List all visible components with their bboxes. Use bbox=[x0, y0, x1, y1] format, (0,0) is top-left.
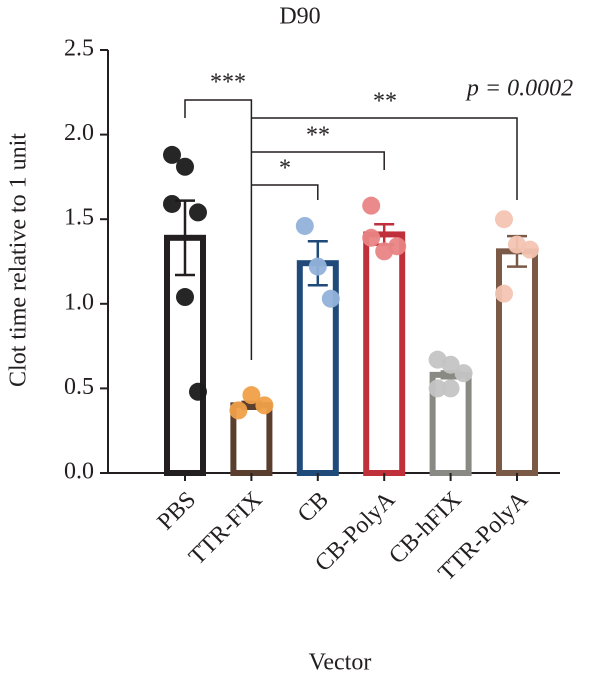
data-point bbox=[163, 194, 181, 213]
data-point bbox=[521, 240, 539, 259]
significance-bracket bbox=[251, 151, 385, 170]
x-tick-label: CB bbox=[293, 487, 334, 528]
significance-label: ** bbox=[373, 89, 397, 115]
bar bbox=[496, 248, 538, 476]
bar bbox=[363, 231, 406, 476]
data-point bbox=[189, 382, 207, 401]
y-tick-label: 2.0 bbox=[64, 120, 94, 146]
significance-label: ** bbox=[306, 123, 330, 149]
y-tick-label: 1.0 bbox=[64, 289, 94, 315]
data-point bbox=[454, 364, 473, 383]
data-point bbox=[441, 379, 460, 398]
data-point bbox=[362, 228, 381, 247]
data-point bbox=[242, 386, 261, 405]
x-tick-label: TTR-FIX bbox=[184, 487, 267, 570]
data-point bbox=[495, 284, 513, 303]
y-tick-label: 0.0 bbox=[64, 459, 94, 485]
data-point bbox=[321, 289, 340, 308]
significance-label: *** bbox=[210, 70, 246, 96]
x-axis-label: Vector bbox=[309, 650, 372, 676]
y-tick-label: 2.5 bbox=[64, 36, 94, 62]
data-point bbox=[308, 257, 327, 276]
y-tick-label: 0.5 bbox=[64, 374, 94, 400]
data-point bbox=[388, 237, 407, 256]
data-point bbox=[428, 379, 447, 398]
data-point bbox=[362, 196, 381, 215]
y-axis-label: Clot time relative to 1 unit bbox=[6, 133, 32, 387]
data-point bbox=[176, 157, 194, 176]
data-point bbox=[189, 203, 207, 222]
significance-bracket bbox=[251, 184, 319, 200]
data-point bbox=[255, 396, 274, 415]
data-point bbox=[441, 355, 460, 374]
p-value: p = 0.0002 bbox=[465, 76, 573, 102]
chart-title: D90 bbox=[279, 4, 320, 30]
y-tick-label: 1.5 bbox=[64, 205, 94, 231]
x-tick-label: PBS bbox=[153, 487, 202, 536]
data-point bbox=[295, 216, 314, 235]
significance-bracket bbox=[184, 99, 253, 360]
significance-label: * bbox=[279, 156, 291, 182]
data-point bbox=[495, 210, 513, 229]
data-point bbox=[176, 288, 194, 307]
significance-bracket bbox=[251, 117, 518, 200]
data-point bbox=[229, 401, 248, 420]
data-point bbox=[163, 145, 181, 164]
